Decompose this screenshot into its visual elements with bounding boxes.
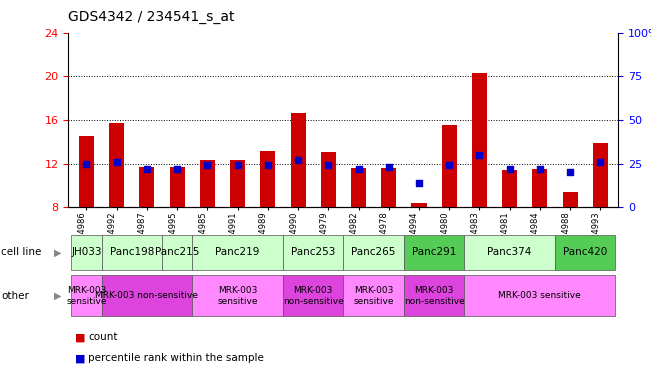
Text: percentile rank within the sample: percentile rank within the sample xyxy=(88,353,264,363)
Point xyxy=(111,159,122,165)
Bar xyxy=(351,168,366,207)
Bar xyxy=(464,235,555,270)
Point xyxy=(414,180,424,186)
Bar xyxy=(441,126,457,207)
Point xyxy=(293,157,303,163)
Text: MRK-003
non-sensitive: MRK-003 non-sensitive xyxy=(283,286,344,306)
Text: ■: ■ xyxy=(75,353,85,363)
Point xyxy=(505,166,515,172)
Bar xyxy=(502,170,517,207)
Bar xyxy=(411,203,426,207)
Text: Panc253: Panc253 xyxy=(291,247,335,258)
Point xyxy=(323,162,333,169)
Point xyxy=(353,166,364,172)
Point xyxy=(142,166,152,172)
Point xyxy=(202,162,213,169)
Point xyxy=(383,164,394,170)
Bar xyxy=(464,275,615,316)
Text: MRK-003
sensitive: MRK-003 sensitive xyxy=(66,286,107,306)
Bar xyxy=(192,275,283,316)
Bar xyxy=(139,167,154,207)
Point xyxy=(474,152,484,158)
Text: ■: ■ xyxy=(75,332,85,342)
Bar xyxy=(562,192,577,207)
Text: MRK-003 non-sensitive: MRK-003 non-sensitive xyxy=(96,291,199,300)
Text: Panc420: Panc420 xyxy=(563,247,607,258)
Text: GDS4342 / 234541_s_at: GDS4342 / 234541_s_at xyxy=(68,10,235,23)
Text: cell line: cell line xyxy=(1,247,42,258)
Bar xyxy=(472,73,487,207)
Bar xyxy=(343,235,404,270)
Bar xyxy=(192,235,283,270)
Text: Panc215: Panc215 xyxy=(155,247,199,258)
Bar xyxy=(381,168,396,207)
Bar xyxy=(170,167,185,207)
Point xyxy=(172,166,182,172)
Bar xyxy=(533,169,547,207)
Text: Panc374: Panc374 xyxy=(488,247,532,258)
Text: MRK-003
sensitive: MRK-003 sensitive xyxy=(353,286,394,306)
Text: count: count xyxy=(88,332,117,342)
Bar xyxy=(102,275,192,316)
Point xyxy=(262,162,273,169)
Bar xyxy=(200,161,215,207)
Bar xyxy=(109,123,124,207)
Point xyxy=(444,162,454,169)
Point xyxy=(232,162,243,169)
Point xyxy=(81,161,92,167)
Bar xyxy=(230,161,245,207)
Point xyxy=(565,169,575,175)
Bar xyxy=(404,235,464,270)
Bar xyxy=(593,143,608,207)
Text: Panc198: Panc198 xyxy=(109,247,154,258)
Bar xyxy=(283,275,343,316)
Bar xyxy=(102,235,162,270)
Text: Panc219: Panc219 xyxy=(215,247,260,258)
Point xyxy=(534,166,545,172)
Text: JH033: JH033 xyxy=(71,247,102,258)
Text: MRK-003 sensitive: MRK-003 sensitive xyxy=(499,291,581,300)
Text: Panc265: Panc265 xyxy=(352,247,396,258)
Bar xyxy=(321,152,336,207)
Bar xyxy=(343,275,404,316)
Bar xyxy=(290,113,305,207)
Text: other: other xyxy=(1,291,29,301)
Text: ▶: ▶ xyxy=(53,247,61,258)
Text: MRK-003
non-sensitive: MRK-003 non-sensitive xyxy=(404,286,464,306)
Bar xyxy=(79,136,94,207)
Bar xyxy=(72,235,102,270)
Bar xyxy=(555,235,615,270)
Point xyxy=(595,159,605,165)
Bar xyxy=(283,235,343,270)
Text: Panc291: Panc291 xyxy=(412,247,456,258)
Bar xyxy=(72,275,102,316)
Text: MRK-003
sensitive: MRK-003 sensitive xyxy=(217,286,258,306)
Bar xyxy=(260,151,275,207)
Text: ▶: ▶ xyxy=(53,291,61,301)
Bar xyxy=(162,235,192,270)
Bar xyxy=(404,275,464,316)
